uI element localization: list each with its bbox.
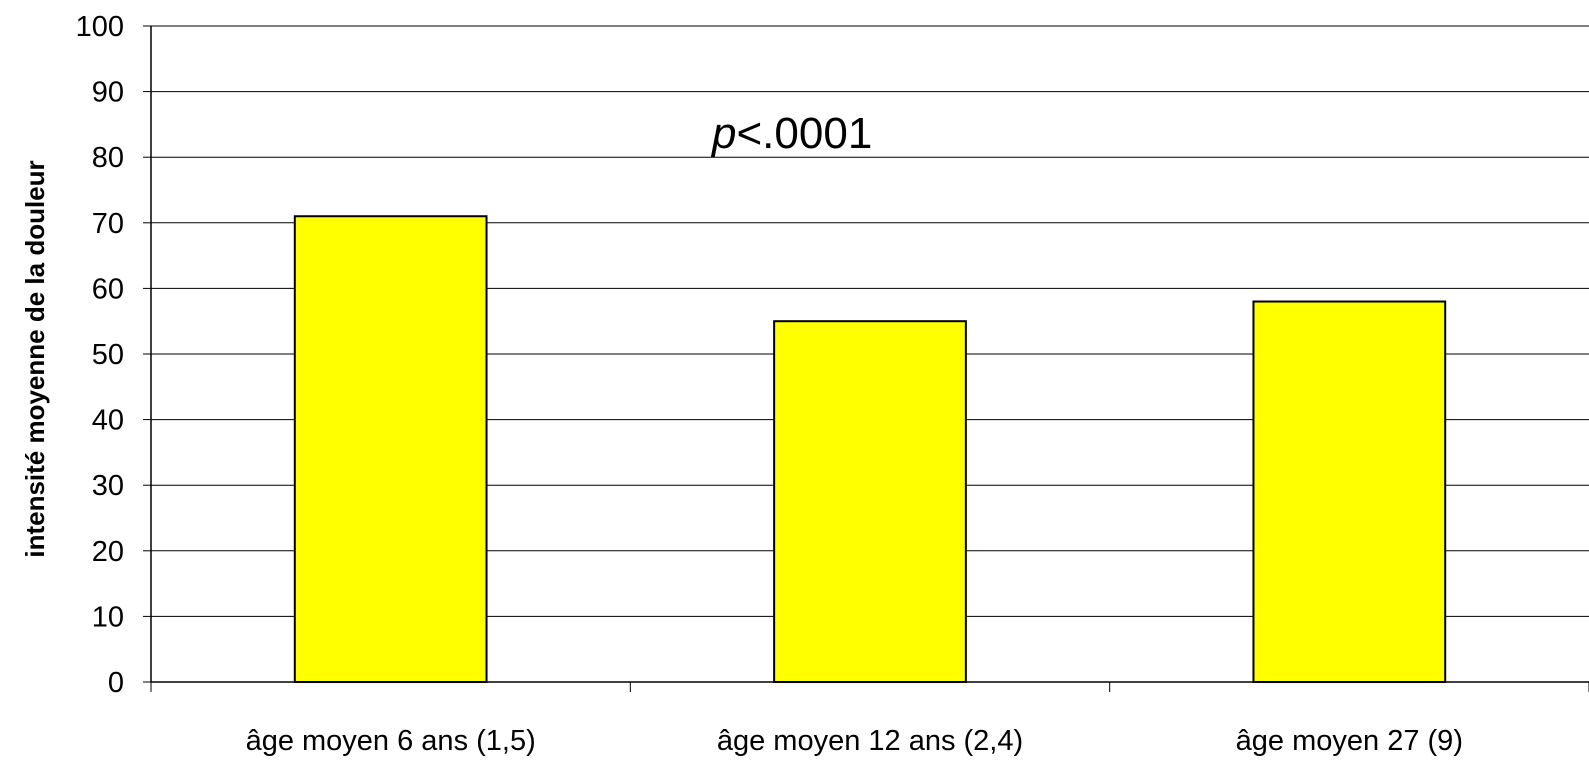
y-tick-label: 90 <box>92 77 124 109</box>
y-tick-label: 40 <box>92 405 124 437</box>
y-tick-label: 20 <box>92 536 124 568</box>
p-value-annotation: p<.0001 <box>710 109 872 158</box>
bar <box>773 320 967 683</box>
y-axis-label: intensité moyenne de la douleur <box>20 160 50 557</box>
y-tick-label: 60 <box>92 273 124 305</box>
x-tick-label: âge moyen 6 ans (1,5) <box>246 725 536 757</box>
axes <box>143 25 1589 692</box>
x-tick-label: âge moyen 27 (9) <box>1236 725 1463 757</box>
p-symbol: p <box>710 109 736 158</box>
bar <box>293 215 488 684</box>
y-tick-label: 80 <box>92 142 124 174</box>
y-tick-label: 100 <box>76 11 124 43</box>
y-tick-label: 10 <box>92 601 124 633</box>
y-tick-label: 50 <box>92 339 124 371</box>
x-tick-labels: âge moyen 6 ans (1,5) âge moyen 12 ans (2… <box>246 725 1463 757</box>
y-tick-label: 70 <box>92 208 124 240</box>
y-tick-label: 30 <box>92 470 124 502</box>
bar <box>1252 300 1447 683</box>
y-tick-labels: 0 10 20 30 40 50 60 70 80 90 100 <box>76 11 124 699</box>
bars <box>293 215 1447 684</box>
y-tick-label: 0 <box>108 667 124 699</box>
p-value: <.0001 <box>736 109 872 158</box>
x-tick-label: âge moyen 12 ans (2,4) <box>717 725 1023 757</box>
